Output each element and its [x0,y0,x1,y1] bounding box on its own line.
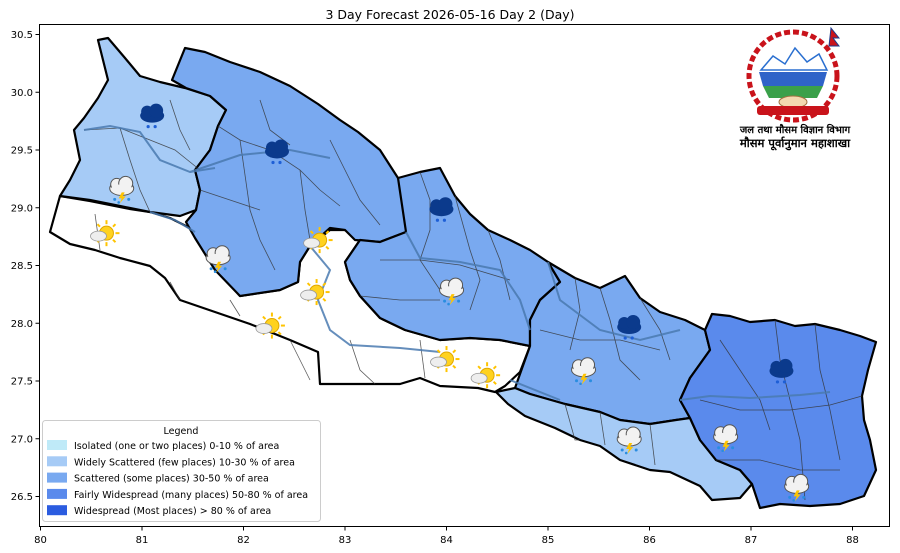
legend-label: Isolated (one or two places) 0-10 % of a… [74,441,279,452]
province-boundaries [83,124,831,401]
legend-label: Fairly Widespread (many places) 50-80 % … [74,490,308,501]
legend-label: Widely Scattered (few places) 10-30 % of… [74,457,295,468]
legend-swatch [47,472,67,483]
legend-swatch [47,505,67,516]
legend-swatch [47,440,67,450]
legend-label: Widespread (Most places) > 80 % of area [74,506,271,517]
y-tick-label: 29.5 [11,146,33,157]
x-tick-label: 81 [136,535,149,546]
region-fairly-widespread-koshi [678,312,878,510]
region-scattered-karnali [170,46,412,298]
x-tick-label: 87 [745,535,758,546]
x-tick-label: 82 [237,535,250,546]
x-tick-label: 85 [542,535,555,546]
thunder-rain-cloud-icon [616,426,642,455]
thunder-rain-cloud-icon [205,245,231,274]
y-tick-label: 27.0 [11,434,33,445]
x-axis-ticks: 80 81 82 83 84 85 86 87 88 [34,526,859,546]
map-title: 3 Day Forecast 2026-05-16 Day 2 (Day) [325,7,575,22]
x-tick-label: 86 [643,535,656,546]
thunder-rain-cloud-icon [571,357,597,386]
x-tick-label: 88 [846,535,859,546]
y-tick-label: 30.5 [11,30,33,41]
organization-name-line1: जल तथा मौसम विज्ञान विभाग [739,125,851,136]
y-tick-label: 30.0 [11,88,33,99]
government-emblem-logo [746,26,841,123]
y-tick-label: 28.0 [11,319,33,330]
y-tick-label: 26.5 [11,492,33,503]
legend-swatch [47,488,67,499]
y-tick-label: 29.0 [11,203,33,214]
x-tick-label: 83 [339,535,352,546]
x-tick-label: 80 [34,535,47,546]
y-axis-ticks: 30.5 30.0 29.5 29.0 28.5 28.0 27.5 27.0 26.5 [11,30,40,503]
plot-frame [39,24,890,527]
x-tick-label: 84 [440,535,453,546]
thunder-rain-cloud-icon [109,175,135,205]
thunder-rain-cloud-icon [439,277,465,306]
legend-title: Legend [164,426,199,437]
organization-name-line2: मौसम पूर्वानुमान महाशाखा [739,136,851,150]
legend-box: Legend Isolated (one or two places) 0-10… [42,420,321,522]
legend-label: Scattered (some places) 30-50 % of area [74,474,269,485]
y-tick-label: 27.5 [11,377,33,388]
legend-swatch [47,456,67,467]
y-tick-label: 28.5 [11,261,33,272]
thunder-rain-cloud-icon [784,473,810,503]
thunder-rain-cloud-icon [713,424,739,453]
